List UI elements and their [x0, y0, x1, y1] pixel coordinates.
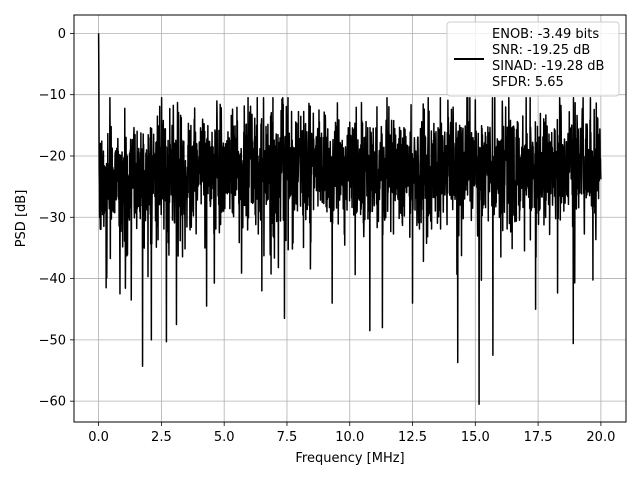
- legend-entry-sinad: SINAD: -19.28 dB: [492, 59, 604, 74]
- legend: ENOB: -3.49 bits SNR: -19.25 dB SINAD: -…: [446, 21, 620, 97]
- x-tick-label: 17.5: [524, 430, 553, 445]
- y-axis-label: PSD [dB]: [14, 190, 29, 248]
- series-layer: [97, 33, 602, 405]
- x-axis-label: Frequency [MHz]: [295, 451, 404, 466]
- y-tick-label: −30: [39, 211, 66, 226]
- x-tick-label: 2.5: [151, 430, 172, 445]
- x-tick-label: 7.5: [277, 430, 298, 445]
- x-tick-label: 12.5: [398, 430, 427, 445]
- legend-entry-sfdr: SFDR: 5.65: [492, 75, 564, 90]
- x-tick-label: 15.0: [461, 430, 490, 445]
- y-tick-label: −20: [39, 149, 66, 164]
- legend-entry-enob: ENOB: -3.49 bits: [492, 27, 599, 42]
- y-tick-label: 0: [58, 27, 66, 42]
- y-axis: 0 −10 −20 −30 −40 −50 −60: [39, 27, 74, 410]
- x-tick-label: 0.0: [88, 430, 109, 445]
- y-tick-label: −10: [39, 88, 66, 103]
- x-axis: 0.0 2.5 5.0 7.5 10.0 12.5 15.0 17.5 20.0: [88, 422, 615, 445]
- y-tick-label: −50: [39, 333, 66, 348]
- x-tick-label: 20.0: [586, 430, 615, 445]
- legend-entry-snr: SNR: -19.25 dB: [492, 43, 590, 58]
- x-tick-label: 5.0: [214, 430, 235, 445]
- legend-box: [446, 21, 620, 97]
- y-tick-label: −40: [39, 272, 66, 287]
- x-tick-label: 10.0: [335, 430, 364, 445]
- psd-series-line: [97, 33, 602, 405]
- y-tick-label: −60: [39, 395, 66, 410]
